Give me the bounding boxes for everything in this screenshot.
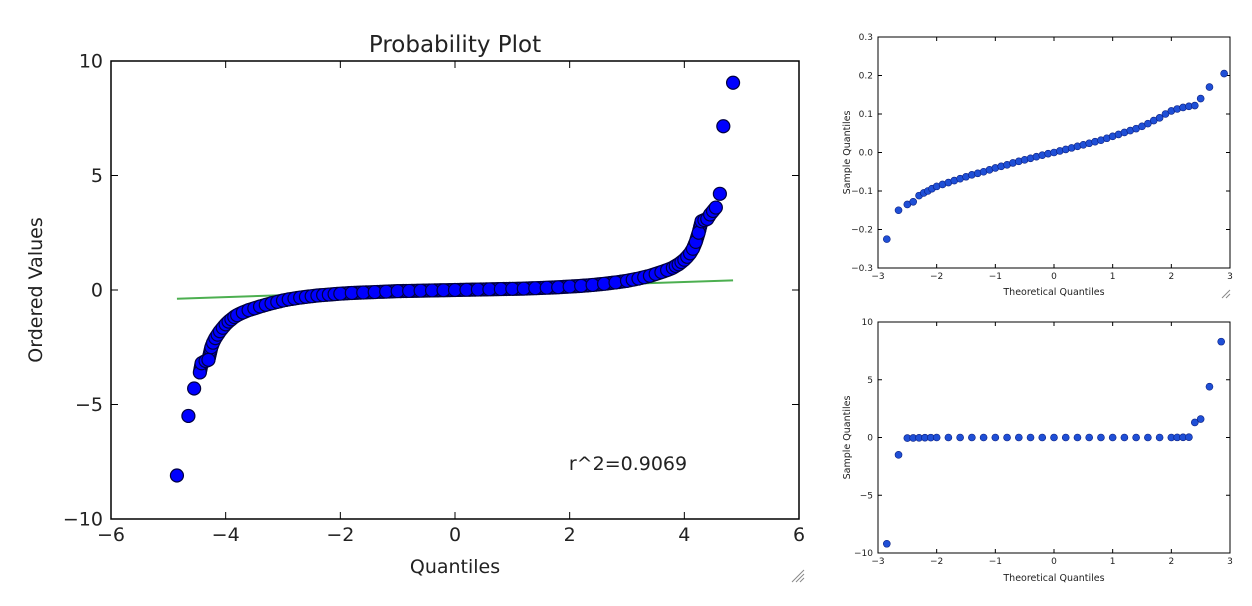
bottom-qq-data-point bbox=[1217, 337, 1225, 346]
bottom-qq-data-point bbox=[1196, 415, 1205, 423]
bottom-qq-data-point bbox=[1003, 433, 1011, 442]
main-y-tick-label: −10 bbox=[63, 509, 103, 531]
main-x-tick-label: 2 bbox=[564, 524, 576, 546]
bottom-qq-data-point bbox=[1191, 418, 1199, 427]
top-qq-x-tick-label: 1 bbox=[1110, 272, 1116, 282]
bottom-qq-y-tick-label: 0 bbox=[867, 434, 873, 444]
main-data-point bbox=[187, 381, 202, 396]
top-qq-data-point bbox=[894, 206, 903, 215]
main-x-tick-label: 0 bbox=[449, 524, 461, 546]
top-qq-data-point bbox=[1161, 110, 1170, 118]
top-qq-data-point bbox=[1144, 119, 1152, 128]
top-qq-data-point bbox=[1155, 114, 1164, 122]
main-y-axis-label: Ordered Values bbox=[25, 217, 47, 362]
main-y-tick-label: 10 bbox=[79, 51, 103, 73]
qq-plot-top-panel: −3 −2 −1 0 1 2 3 −0.3 −0.2 −0.1 0.0 0.1 0.2 0.3 Theore… bbox=[842, 33, 1233, 298]
top-qq-y-tick-label: 0.3 bbox=[859, 33, 873, 43]
main-data-point bbox=[725, 75, 741, 90]
bottom-qq-x-tick-label: −3 bbox=[871, 557, 884, 567]
main-x-tick-label: −4 bbox=[212, 524, 240, 546]
bottom-qq-data-point bbox=[1014, 433, 1023, 442]
top-qq-x-tick-label: −2 bbox=[930, 272, 943, 282]
bottom-qq-x-tick-label: 1 bbox=[1110, 557, 1116, 567]
top-qq-y-tick-label: −0.2 bbox=[851, 226, 873, 236]
bottom-qq-x-tick-label: 3 bbox=[1227, 557, 1233, 567]
top-qq-x-tick-label: 0 bbox=[1051, 272, 1057, 282]
bottom-qq-x-axis-label: Theoretical Quantiles bbox=[1002, 573, 1104, 584]
bottom-qq-y-axis-label: Sample Quantiles bbox=[842, 396, 853, 480]
bottom-qq-data-point bbox=[1108, 433, 1117, 442]
bottom-qq-data-point bbox=[882, 539, 891, 548]
bottom-qq-data-point bbox=[944, 433, 953, 442]
top-qq-data-point bbox=[1220, 69, 1228, 78]
main-x-tick-label: −2 bbox=[326, 524, 354, 546]
main-data-point bbox=[181, 408, 196, 424]
bottom-qq-data-point bbox=[1155, 433, 1164, 442]
main-r-squared-annotation: r^2=0.9069 bbox=[569, 453, 687, 475]
top-qq-y-tick-label: 0.1 bbox=[859, 110, 873, 120]
main-x-axis-label: Quantiles bbox=[410, 556, 500, 578]
main-y-tick-label: −5 bbox=[75, 394, 103, 416]
main-data-point bbox=[201, 352, 216, 367]
bottom-qq-data-point bbox=[1073, 433, 1082, 442]
top-qq-y-tick-label: 0.0 bbox=[859, 149, 874, 159]
resize-grip-main[interactable] bbox=[791, 569, 805, 583]
bottom-qq-data-point bbox=[1026, 433, 1035, 442]
bottom-qq-data-point bbox=[979, 433, 988, 442]
bottom-qq-data-point bbox=[991, 433, 1000, 442]
main-chart-title: Probability Plot bbox=[369, 32, 541, 58]
bottom-qq-x-tick-label: −2 bbox=[930, 557, 943, 567]
top-qq-data-point bbox=[1191, 101, 1199, 110]
bottom-qq-data-point bbox=[956, 433, 964, 442]
bottom-qq-data-point bbox=[1144, 433, 1152, 442]
main-x-tick-label: 4 bbox=[678, 524, 690, 546]
main-data-point bbox=[691, 225, 706, 240]
main-data-point bbox=[708, 200, 723, 215]
bottom-qq-data-point bbox=[1097, 433, 1105, 442]
probability-plot-panel: −6 −4 −2 0 2 4 6 −10 −5 0 5 10 Probability Plot Quant… bbox=[25, 32, 805, 578]
bottom-qq-x-tick-label: −1 bbox=[989, 557, 1002, 567]
top-qq-data-point bbox=[909, 197, 918, 206]
main-data-point bbox=[716, 119, 731, 134]
bottom-qq-data-point bbox=[1205, 382, 1214, 391]
main-y-tick-label: 0 bbox=[91, 280, 103, 302]
main-x-tick-label: 6 bbox=[793, 524, 805, 546]
resize-grip-top-right[interactable] bbox=[1221, 289, 1231, 299]
bottom-qq-data-point bbox=[1061, 433, 1070, 442]
bottom-qq-data-point bbox=[932, 433, 941, 442]
bottom-qq-x-tick-label: 2 bbox=[1168, 557, 1174, 567]
top-qq-y-axis-label: Sample Quantiles bbox=[842, 111, 853, 195]
bottom-qq-y-tick-label: 10 bbox=[862, 318, 874, 328]
top-qq-data-point bbox=[882, 235, 891, 243]
top-qq-x-tick-label: −1 bbox=[989, 272, 1002, 282]
bottom-qq-data-point bbox=[894, 451, 903, 459]
bottom-qq-y-tick-label: −5 bbox=[860, 491, 873, 501]
top-qq-x-tick-label: −3 bbox=[871, 272, 884, 282]
bottom-qq-data-point bbox=[1038, 433, 1047, 442]
top-qq-x-axis-label: Theoretical Quantiles bbox=[1002, 287, 1104, 298]
bottom-qq-data-point bbox=[968, 433, 976, 442]
top-qq-data-point bbox=[1196, 94, 1205, 103]
bottom-qq-x-tick-label: 0 bbox=[1051, 557, 1057, 567]
top-qq-y-tick-label: −0.3 bbox=[851, 264, 873, 274]
bottom-qq-y-tick-label: 5 bbox=[867, 376, 873, 386]
main-x-tick-label: −6 bbox=[97, 524, 125, 546]
top-qq-x-tick-label: 3 bbox=[1227, 272, 1233, 282]
bottom-qq-data-point bbox=[1132, 433, 1140, 442]
bottom-qq-data-point bbox=[1185, 433, 1193, 441]
top-qq-data-point bbox=[1205, 83, 1214, 91]
bottom-qq-data-point bbox=[1050, 433, 1058, 442]
main-data-point bbox=[608, 275, 623, 290]
bottom-qq-y-tick-label: −10 bbox=[854, 549, 873, 559]
main-y-tick-label: 5 bbox=[91, 165, 103, 187]
bottom-qq-data-point bbox=[1120, 433, 1129, 442]
top-qq-y-tick-label: −0.1 bbox=[851, 187, 873, 197]
top-qq-x-tick-label: 2 bbox=[1168, 272, 1174, 282]
main-data-point bbox=[712, 186, 727, 201]
top-qq-y-tick-label: 0.2 bbox=[859, 72, 873, 82]
bottom-qq-data-point bbox=[1085, 433, 1093, 442]
main-data-point bbox=[169, 468, 185, 483]
